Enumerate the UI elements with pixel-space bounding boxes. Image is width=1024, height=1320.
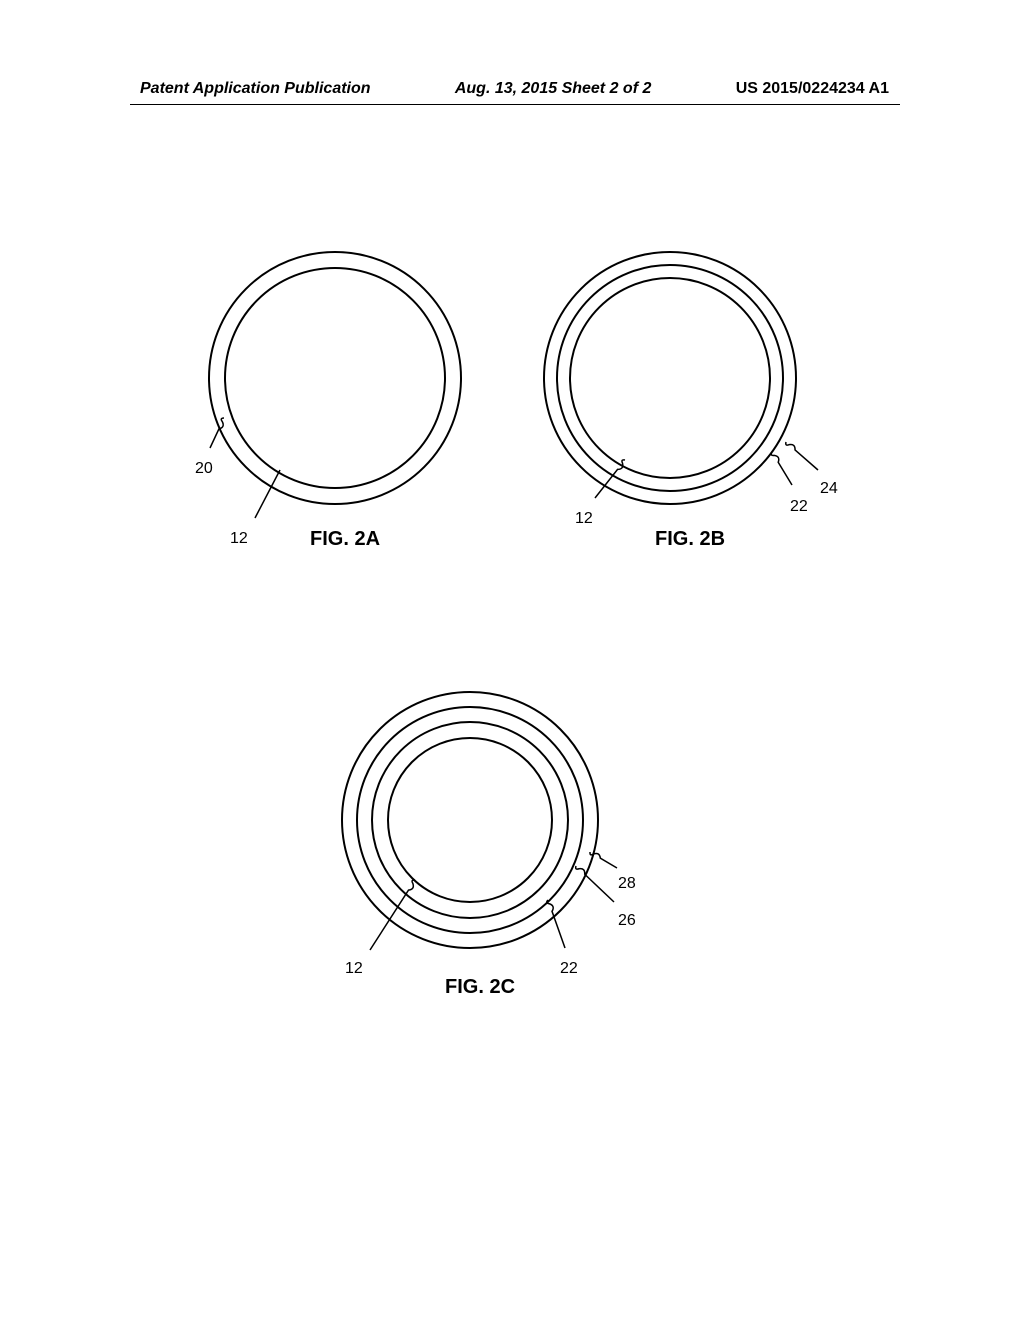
reference-numeral: 24 <box>820 480 838 498</box>
reference-numeral: 12 <box>345 960 363 978</box>
reference-numeral: 28 <box>618 875 636 893</box>
fig2b-label: FIG. 2B <box>655 528 725 551</box>
reference-numeral: 22 <box>560 960 578 978</box>
reference-numeral: 12 <box>230 530 248 548</box>
reference-numeral: 12 <box>575 510 593 528</box>
fig2c-label: FIG. 2C <box>445 976 515 999</box>
patent-figures <box>0 0 1024 1320</box>
fig2a-label: FIG. 2A <box>310 528 380 551</box>
reference-numeral: 22 <box>790 498 808 516</box>
reference-numeral: 26 <box>618 912 636 930</box>
reference-numeral: 20 <box>195 460 213 478</box>
